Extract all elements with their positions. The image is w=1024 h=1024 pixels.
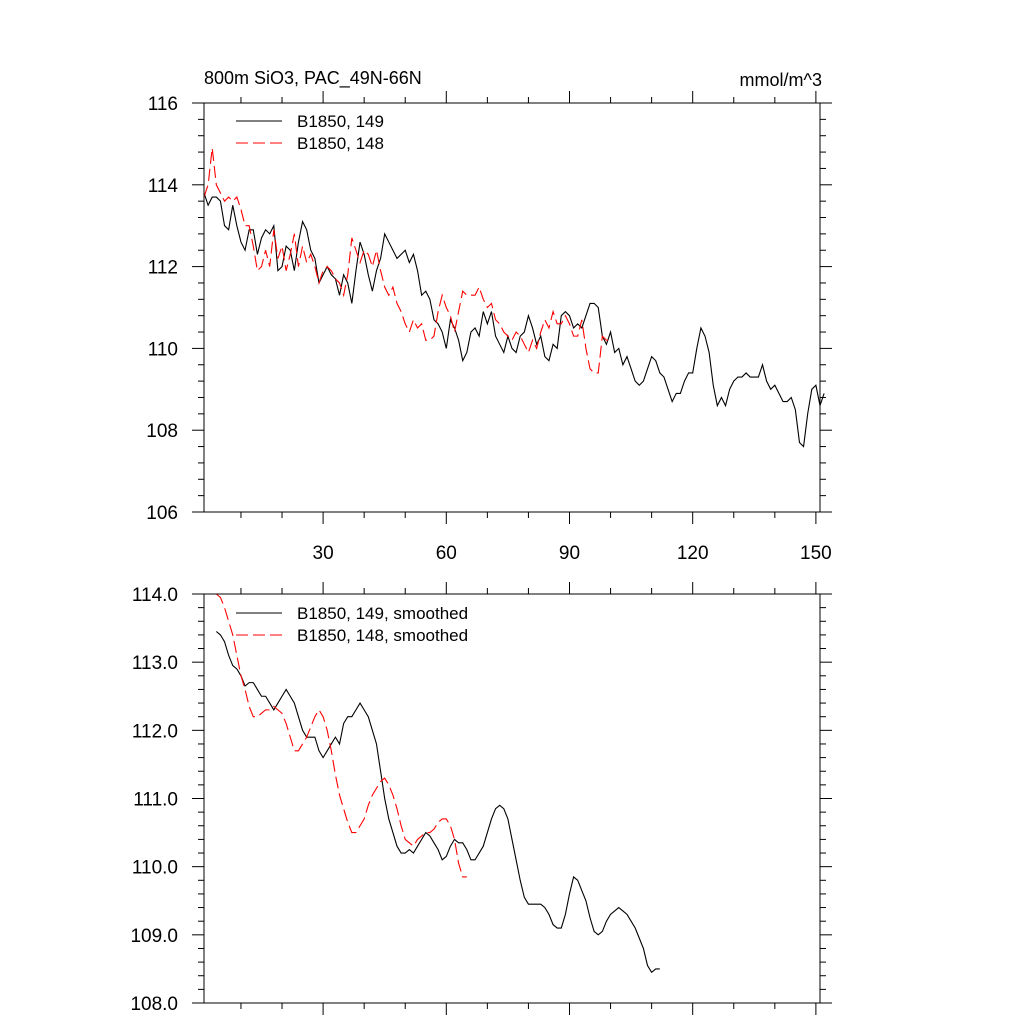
top-chart-title: 800m SiO3, PAC_49N-66N [204, 68, 422, 89]
top-series-149-line [203, 192, 825, 448]
top-xtick-label: 90 [559, 543, 580, 564]
top-xtick-label: 30 [313, 543, 334, 564]
bottom-ytick-label: 112.0 [132, 721, 178, 742]
bottom-ytick-label: 110.0 [132, 858, 178, 879]
bottom-chart-frame [203, 593, 821, 1004]
top-plot-area: 106 108 110 112 114 116 30 60 90 120 150 [146, 91, 832, 564]
bottom-ytick-label: 113.0 [132, 653, 178, 674]
legend-label-148-smoothed: B1850, 148, smoothed [297, 626, 468, 645]
top-chart-legend: B1850, 149 B1850, 148 [236, 112, 384, 153]
top-ytick-label: 114 [148, 176, 179, 197]
top-chart-units: mmol/m^3 [740, 70, 822, 90]
top-xtick-label: 120 [677, 543, 709, 564]
top-ytick-label: 112 [148, 258, 178, 279]
top-series-148-line [203, 147, 611, 374]
bottom-plot-area: 108.0 109.0 110.0 111.0 112.0 113.0 114.0 [130, 582, 832, 1015]
top-xtick-label: 150 [800, 543, 832, 564]
top-xtick-label: 60 [436, 543, 457, 564]
top-chart: 800m SiO3, PAC_49N-66N mmol/m^3 106 108 11… [146, 68, 832, 564]
bottom-chart: 108.0 109.0 110.0 111.0 112.0 113.0 114.0 B185… [130, 582, 832, 1015]
legend-label-149-smoothed: B1850, 149, smoothed [297, 604, 468, 623]
bottom-ytick-label: 108.0 [130, 994, 178, 1015]
bottom-ytick-label: 114.0 [132, 585, 178, 606]
bottom-ytick-label: 109.0 [130, 926, 178, 947]
bottom-series-149-line [215, 631, 660, 974]
top-ytick-label: 106 [146, 503, 178, 524]
bottom-ytick-label: 111.0 [133, 790, 178, 811]
legend-label-149: B1850, 149 [297, 112, 384, 131]
bottom-series-148-line [215, 593, 467, 878]
top-ytick-label: 116 [148, 94, 178, 115]
top-chart-frame [203, 102, 821, 513]
legend-label-148: B1850, 148 [297, 134, 384, 153]
bottom-chart-legend: B1850, 149, smoothed B1850, 148, smoothe… [236, 604, 468, 645]
top-ytick-label: 110 [148, 339, 178, 360]
top-ytick-label: 108 [146, 421, 178, 442]
